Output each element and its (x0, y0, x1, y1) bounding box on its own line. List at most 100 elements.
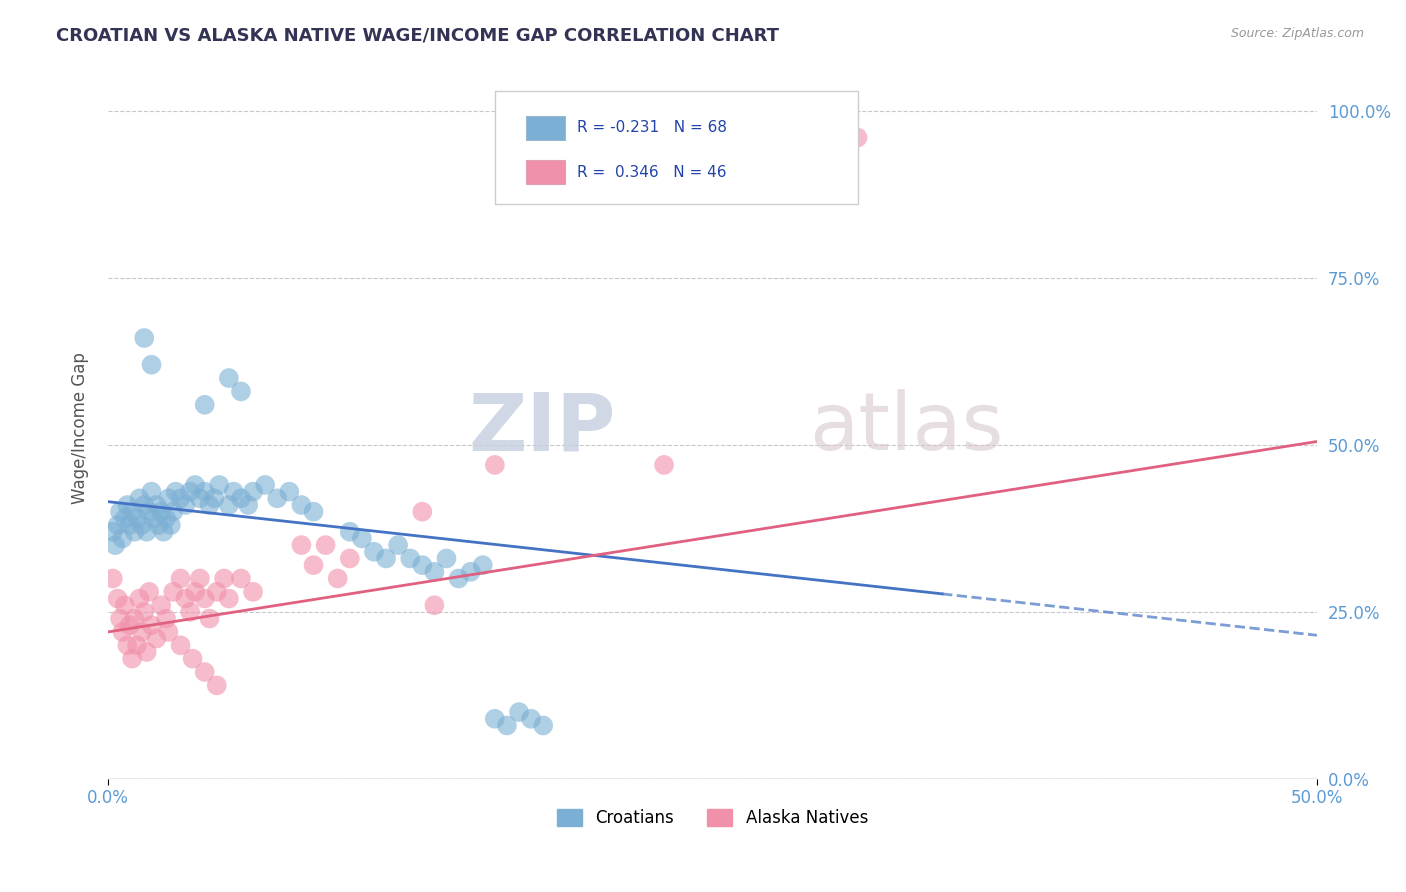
Point (157, 624, 180, 639)
Point (290, 538, 312, 552)
Point (302, 505, 325, 519)
Point (160, 518, 183, 533)
Point (138, 505, 160, 519)
Point (484, 712, 506, 726)
Point (165, 484, 187, 499)
Point (174, 498, 197, 512)
Point (111, 624, 134, 639)
Point (508, 705, 530, 719)
Point (125, 511, 148, 525)
Point (184, 478, 207, 492)
Point (205, 678, 228, 692)
Point (128, 491, 150, 506)
Point (117, 638, 139, 652)
Point (375, 551, 398, 566)
Point (169, 572, 191, 586)
Point (108, 505, 131, 519)
Point (145, 632, 167, 646)
Point (148, 518, 170, 533)
Point (218, 498, 240, 512)
Point (242, 484, 264, 499)
Point (278, 484, 301, 499)
Point (107, 518, 129, 533)
Point (152, 524, 174, 539)
Point (118, 618, 141, 632)
Text: ZIP: ZIP (468, 389, 616, 467)
Point (198, 498, 221, 512)
Point (108, 611, 131, 625)
Point (399, 551, 422, 566)
Point (141, 618, 163, 632)
Point (290, 498, 312, 512)
Point (229, 491, 252, 506)
Bar (526, 160, 565, 185)
Point (114, 511, 136, 525)
Point (846, 130, 869, 145)
Point (411, 505, 433, 519)
Point (162, 585, 184, 599)
Point (125, 638, 148, 652)
Point (471, 558, 494, 573)
Point (238, 498, 260, 512)
Point (174, 591, 197, 606)
Text: R = -0.231   N = 68: R = -0.231 N = 68 (576, 120, 727, 136)
Point (145, 498, 167, 512)
Point (134, 498, 156, 512)
Point (202, 491, 225, 506)
Point (162, 505, 184, 519)
Point (229, 384, 252, 399)
Point (423, 598, 446, 612)
Point (208, 478, 231, 492)
Text: atlas: atlas (808, 389, 1004, 467)
Point (315, 538, 337, 552)
Point (135, 524, 157, 539)
Point (101, 524, 124, 539)
Point (179, 605, 201, 619)
Text: CROATIAN VS ALASKA NATIVE WAGE/INCOME GAP CORRELATION CHART: CROATIAN VS ALASKA NATIVE WAGE/INCOME GA… (56, 27, 779, 45)
Point (198, 611, 221, 625)
Point (326, 572, 349, 586)
Point (118, 518, 141, 533)
Point (194, 665, 217, 679)
Point (350, 532, 373, 546)
Point (339, 524, 361, 539)
Point (121, 651, 143, 665)
Point (181, 651, 204, 665)
Point (194, 591, 217, 606)
Point (411, 558, 433, 573)
Point (117, 498, 139, 512)
Point (131, 518, 153, 533)
Point (447, 572, 470, 586)
Point (179, 484, 201, 499)
Point (107, 591, 129, 606)
Point (218, 591, 240, 606)
Point (134, 605, 156, 619)
Point (155, 611, 177, 625)
Point (423, 565, 446, 579)
Point (339, 551, 361, 566)
Point (229, 572, 252, 586)
Point (242, 585, 264, 599)
Point (520, 712, 543, 726)
Point (169, 638, 191, 652)
Point (141, 358, 163, 372)
Point (222, 484, 245, 499)
Point (188, 572, 211, 586)
Point (142, 511, 165, 525)
Point (184, 585, 207, 599)
Y-axis label: Wage/Income Gap: Wage/Income Gap (72, 352, 89, 504)
Point (460, 565, 482, 579)
Point (150, 598, 173, 612)
Point (254, 478, 277, 492)
Point (266, 491, 288, 506)
Point (104, 538, 127, 552)
Point (652, 458, 675, 472)
Point (135, 645, 157, 659)
Point (124, 524, 146, 539)
FancyBboxPatch shape (495, 92, 858, 203)
Point (101, 572, 124, 586)
Point (155, 511, 177, 525)
Point (302, 558, 325, 573)
Point (194, 484, 217, 499)
Point (484, 458, 506, 472)
